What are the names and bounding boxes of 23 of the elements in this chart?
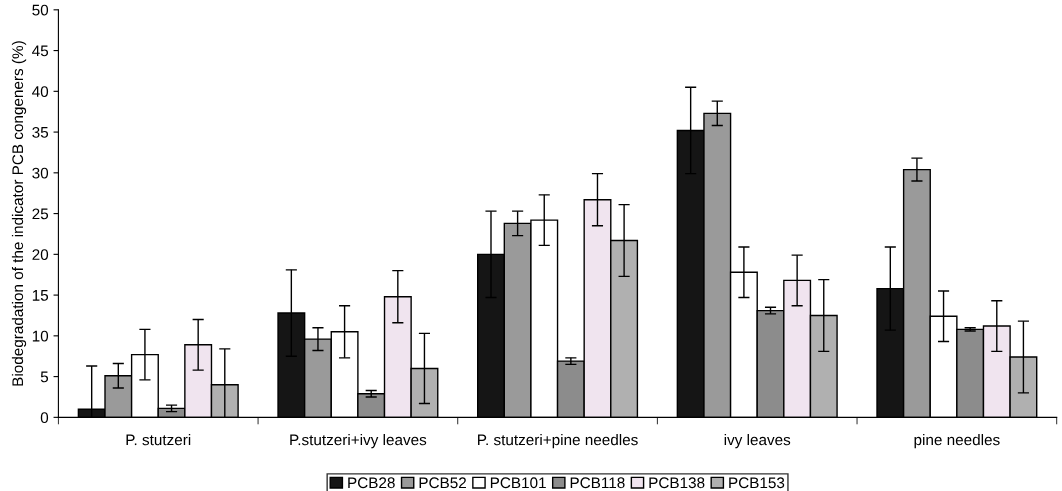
x-tick-label: pine needles <box>914 434 1000 449</box>
y-axis-title: Biodegradation of the indicator PCB congeners (%) <box>11 41 27 386</box>
y-tick-label: 30 <box>32 167 49 179</box>
y-tick-label: 35 <box>32 126 49 138</box>
legend-label: PCB101 <box>490 477 546 489</box>
y-tick-label: 15 <box>32 290 49 301</box>
legend-label: PCB153 <box>729 477 785 489</box>
x-tick-label: ivy leaves <box>724 434 791 449</box>
y-tick-label: 10 <box>32 330 49 342</box>
y-tick-label: 20 <box>32 249 49 261</box>
y-tick-label: 25 <box>32 208 49 220</box>
y-tick-label: 40 <box>32 86 49 98</box>
y-tick-label: 0 <box>40 412 49 424</box>
legend-label: PCB138 <box>649 477 705 489</box>
y-tick-label: 5 <box>40 371 49 383</box>
x-tick-label: P. stutzeri+pine needles <box>478 434 638 449</box>
y-tick-label: 50 <box>32 4 49 16</box>
x-tick-label: P.stutzeri+ivy leaves <box>290 434 427 449</box>
legend-label: PCB28 <box>348 477 395 489</box>
y-tick-label: 45 <box>32 45 49 57</box>
legend-label: PCB118 <box>570 477 625 489</box>
legend-label: PCB52 <box>419 477 466 489</box>
x-tick-label: P. stutzeri <box>126 434 191 446</box>
